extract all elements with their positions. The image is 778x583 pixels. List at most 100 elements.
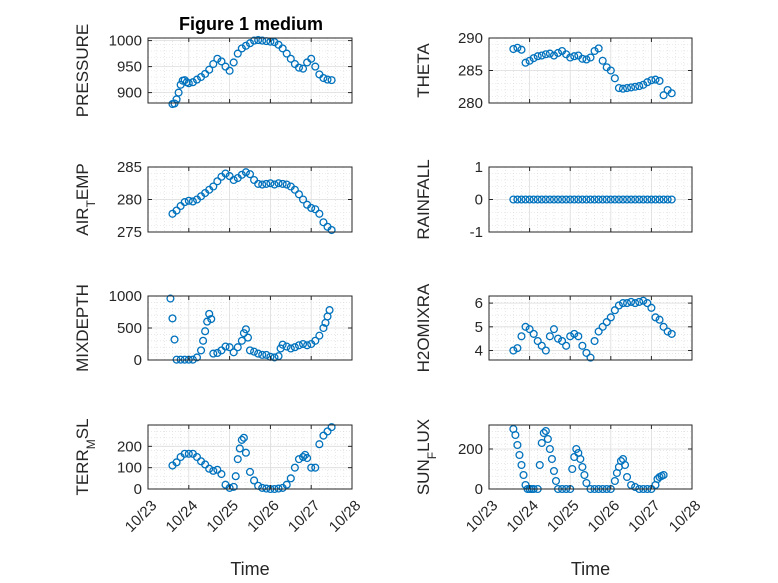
y-axis-label: PRESSURE (73, 24, 92, 118)
data-point (574, 332, 583, 341)
data-point (282, 480, 291, 489)
data-point (562, 195, 571, 204)
data-point (639, 195, 648, 204)
data-point (639, 80, 648, 89)
x-tick-label: 10/25 (203, 497, 242, 536)
data-point (545, 332, 554, 341)
data-point (580, 470, 589, 480)
data-point (602, 195, 611, 204)
data-point (545, 49, 554, 58)
data-point (233, 49, 242, 58)
data-point (586, 53, 595, 62)
data-point (298, 195, 308, 204)
data-point (237, 336, 246, 345)
data-point (627, 480, 636, 490)
data-point (209, 182, 218, 191)
figure-title: Figure 1 medium (179, 14, 323, 34)
data-point (307, 203, 316, 213)
x-tick-label: 10/27 (625, 497, 664, 536)
data-point (549, 195, 559, 204)
data-point (622, 84, 632, 93)
data-point (627, 83, 636, 92)
data-point (541, 426, 550, 436)
data-point (570, 195, 579, 204)
data-point (590, 46, 599, 56)
data-point (635, 195, 644, 204)
data-point (566, 332, 575, 341)
panel-3: 275 280 285 AIRTEMP (73, 159, 353, 241)
data-point (517, 45, 526, 54)
data-point (282, 180, 291, 189)
data-point (237, 170, 246, 179)
data-point (521, 58, 530, 67)
data-point (213, 54, 222, 63)
data-point (166, 294, 175, 303)
data-point (537, 51, 546, 60)
data-point (168, 314, 177, 323)
data-point (315, 209, 324, 218)
data-point (529, 54, 538, 63)
data-point (594, 44, 603, 53)
data-point (586, 353, 595, 362)
data-point (639, 296, 648, 305)
data-point (631, 482, 640, 492)
data-point (221, 169, 230, 178)
y-tick-label: 1000 (109, 33, 142, 50)
data-point (258, 36, 267, 45)
y-tick-label: 900 (117, 85, 142, 102)
data-point (513, 43, 522, 52)
data-point (566, 195, 575, 204)
data-point (262, 350, 271, 359)
data-point (635, 297, 644, 306)
data-point (243, 333, 253, 342)
data-point (203, 317, 212, 326)
data-point (578, 195, 587, 204)
x-tick-label: 10/27 (285, 497, 324, 536)
data-point (196, 346, 206, 355)
data-point (562, 341, 571, 350)
data-point (270, 38, 279, 47)
data-point (199, 336, 208, 345)
data-point (659, 470, 668, 480)
data-point (278, 340, 287, 349)
data-point (582, 55, 591, 64)
data-point (270, 180, 279, 189)
data-point (205, 464, 214, 473)
data-point (188, 197, 197, 206)
data-point (551, 476, 561, 486)
data-point (294, 190, 304, 199)
data-point (541, 195, 550, 204)
x-tick-label: 10/23 (463, 497, 502, 536)
data-point (541, 346, 550, 355)
y-tick-label: 0 (134, 481, 142, 498)
y-tick-label: 6 (475, 295, 483, 312)
y-tick-label: 200 (117, 438, 142, 455)
y-tick-label: 4 (475, 343, 483, 360)
panel-6: 4 5 6 H2OMIXRA (414, 283, 693, 372)
x-tick-label: 10/23 (122, 497, 161, 536)
data-point (622, 472, 632, 482)
y-tick-label: 280 (117, 192, 142, 209)
y-tick-label: 500 (117, 320, 142, 337)
data-point (549, 325, 559, 334)
data-point (513, 195, 522, 204)
data-point (553, 334, 563, 343)
data-point (311, 205, 320, 214)
data-point (323, 75, 332, 84)
data-point (537, 341, 546, 350)
data-point (545, 444, 554, 454)
data-point (239, 329, 248, 338)
data-point (655, 76, 664, 85)
data-point (537, 438, 546, 448)
data-point (627, 195, 636, 204)
y-tick-label: 1000 (109, 288, 142, 305)
data-point (667, 329, 676, 338)
data-point (229, 58, 238, 67)
y-tick-label: 280 (458, 95, 483, 112)
data-point (250, 476, 259, 485)
data-point (209, 349, 218, 358)
data-point (319, 73, 328, 83)
data-point (570, 329, 579, 338)
data-point (568, 464, 577, 474)
data-point (315, 440, 324, 449)
